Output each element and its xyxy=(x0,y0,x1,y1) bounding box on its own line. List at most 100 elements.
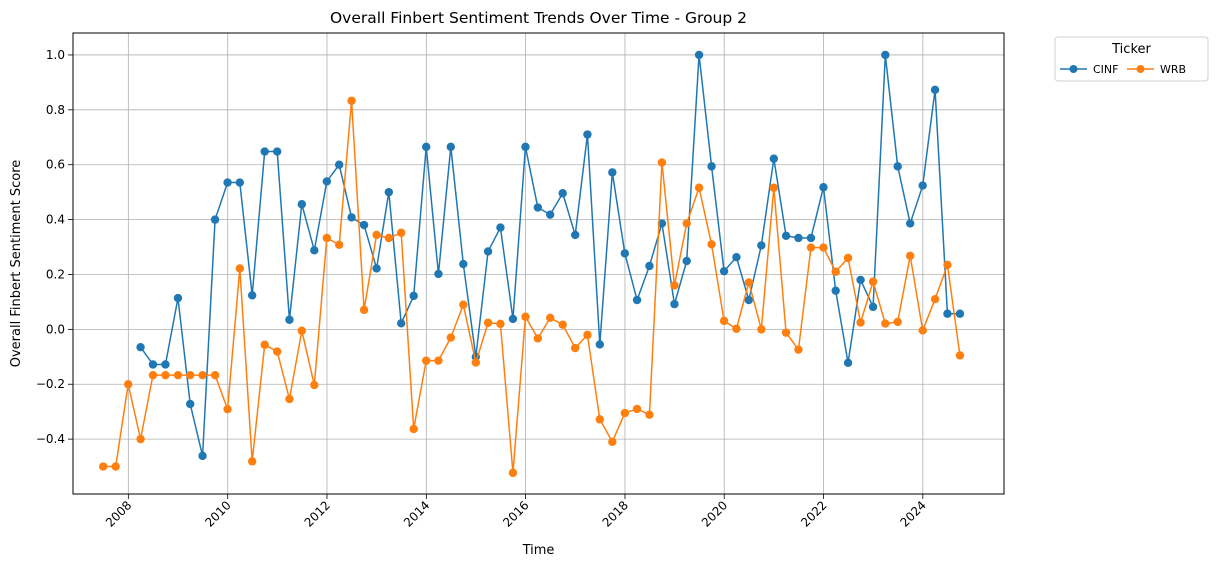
data-point-cinf xyxy=(148,360,158,369)
data-point-wrb xyxy=(285,394,294,404)
data-point-cinf xyxy=(297,200,307,209)
data-point-cinf xyxy=(856,275,865,285)
data-point-cinf xyxy=(843,358,853,368)
data-point-wrb xyxy=(632,404,642,414)
data-point-wrb xyxy=(459,300,468,309)
plot-frame xyxy=(72,32,1005,495)
series-wrb xyxy=(98,96,965,478)
data-point-wrb xyxy=(273,347,282,356)
series-line-wrb xyxy=(103,100,961,474)
data-point-wrb xyxy=(372,230,381,240)
data-point-wrb xyxy=(185,370,195,380)
data-point-cinf xyxy=(185,399,195,409)
data-point-cinf xyxy=(198,451,207,461)
data-point-wrb xyxy=(334,240,344,250)
data-point-cinf xyxy=(868,302,878,312)
data-point-cinf xyxy=(881,50,890,60)
data-point-wrb xyxy=(905,251,915,261)
y-tick-label: −0.2 xyxy=(36,377,65,391)
data-point-cinf xyxy=(359,220,369,230)
data-point-wrb xyxy=(608,437,617,447)
data-point-wrb xyxy=(943,260,952,270)
data-point-wrb xyxy=(657,158,667,167)
data-point-wrb xyxy=(571,343,580,353)
y-tick-label: 0.0 xyxy=(46,322,65,336)
data-point-cinf xyxy=(310,246,319,255)
data-point-cinf xyxy=(930,85,940,95)
data-point-cinf xyxy=(422,142,431,152)
data-point-cinf xyxy=(372,264,381,273)
data-point-wrb xyxy=(496,319,505,329)
data-point-cinf xyxy=(819,183,828,192)
data-point-cinf xyxy=(235,178,245,187)
data-point-cinf xyxy=(396,319,406,328)
legend-title: Ticker xyxy=(1111,42,1151,57)
data-point-cinf xyxy=(409,291,418,301)
data-point-wrb xyxy=(322,233,332,243)
data-point-wrb xyxy=(434,356,443,365)
data-point-cinf xyxy=(446,142,456,152)
series-cinf xyxy=(136,50,965,461)
data-point-cinf xyxy=(483,247,493,256)
grid xyxy=(73,33,1004,494)
data-point-cinf xyxy=(247,291,257,300)
legend-frame xyxy=(1054,36,1209,82)
data-point-wrb xyxy=(757,325,766,334)
y-axis-label: Overall Finbert Sentiment Score xyxy=(9,160,24,368)
data-point-cinf xyxy=(719,266,729,276)
data-point-cinf xyxy=(260,147,269,156)
data-point-wrb xyxy=(918,326,927,335)
data-point-wrb xyxy=(670,281,679,290)
data-point-wrb xyxy=(744,278,754,287)
data-point-wrb xyxy=(843,253,853,263)
data-point-wrb xyxy=(422,356,431,365)
data-point-cinf xyxy=(161,360,170,369)
data-point-wrb xyxy=(620,408,630,418)
data-point-cinf xyxy=(608,168,617,177)
data-point-wrb xyxy=(297,326,307,335)
data-point-cinf xyxy=(136,342,145,352)
data-point-wrb xyxy=(359,305,369,315)
data-point-cinf xyxy=(384,187,394,197)
data-point-wrb xyxy=(930,294,940,304)
data-point-wrb xyxy=(893,317,902,327)
y-tick-label: 0.8 xyxy=(46,103,65,117)
data-point-cinf xyxy=(508,314,518,324)
data-point-wrb xyxy=(161,370,170,380)
data-point-wrb xyxy=(694,183,704,192)
data-point-wrb xyxy=(732,324,741,334)
data-point-cinf xyxy=(583,130,592,139)
data-point-cinf xyxy=(670,299,679,309)
data-point-cinf xyxy=(545,210,555,219)
data-point-cinf xyxy=(533,203,543,212)
data-point-wrb xyxy=(545,313,555,323)
data-point-wrb xyxy=(198,370,207,380)
data-point-wrb xyxy=(260,340,269,349)
data-point-cinf xyxy=(632,295,642,305)
data-point-wrb xyxy=(533,334,543,343)
data-point-wrb xyxy=(806,243,816,252)
legend-swatch-wrb-marker xyxy=(1136,65,1145,73)
data-point-wrb xyxy=(831,267,840,276)
chart-title: Overall Finbert Sentiment Trends Over Ti… xyxy=(330,9,747,27)
data-point-cinf xyxy=(459,259,468,269)
data-point-cinf xyxy=(943,309,952,318)
y-tick-label: 0.4 xyxy=(46,213,65,227)
data-point-wrb xyxy=(148,370,158,380)
data-point-cinf xyxy=(322,177,332,186)
data-point-wrb xyxy=(347,96,356,105)
data-point-cinf xyxy=(794,233,803,243)
data-point-cinf xyxy=(806,233,816,243)
series-layer xyxy=(98,50,965,478)
data-point-wrb xyxy=(819,243,828,252)
data-point-cinf xyxy=(334,160,344,169)
data-point-wrb xyxy=(173,370,183,380)
data-point-cinf xyxy=(657,219,667,228)
data-point-cinf xyxy=(893,162,902,171)
data-point-cinf xyxy=(521,142,530,152)
legend: Ticker CINF WRB xyxy=(1054,36,1209,82)
legend-swatch-cinf-marker xyxy=(1069,65,1078,73)
data-point-cinf xyxy=(558,189,567,198)
y-tick-label: 1.0 xyxy=(46,48,65,62)
